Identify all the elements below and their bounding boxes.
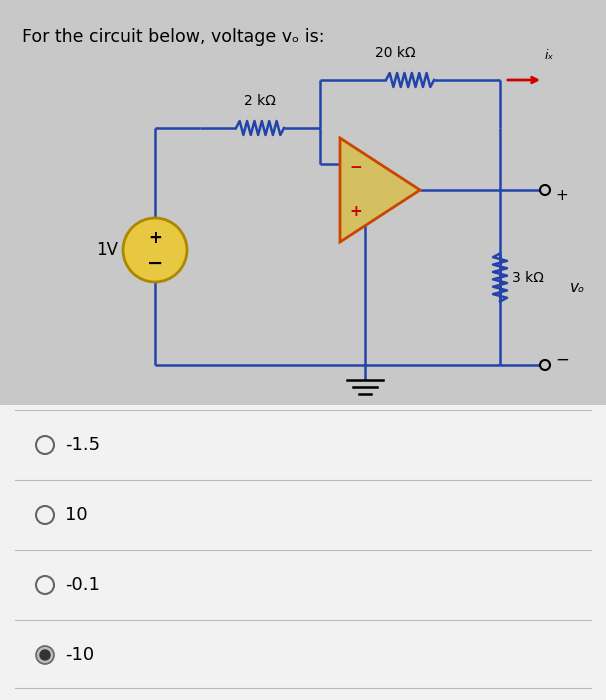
- Circle shape: [540, 185, 550, 195]
- Text: -10: -10: [65, 646, 94, 664]
- Text: 10: 10: [65, 506, 88, 524]
- Text: -0.1: -0.1: [65, 576, 100, 594]
- Text: 3 kΩ: 3 kΩ: [512, 270, 544, 284]
- Text: +: +: [555, 188, 568, 202]
- Text: iₓ: iₓ: [545, 49, 554, 62]
- Circle shape: [36, 646, 54, 664]
- Text: +: +: [148, 229, 162, 247]
- Circle shape: [40, 650, 50, 660]
- Circle shape: [540, 360, 550, 370]
- Circle shape: [123, 218, 187, 282]
- Text: −: −: [555, 351, 569, 369]
- Text: -1.5: -1.5: [65, 436, 100, 454]
- Text: For the circuit below, voltage vₒ is:: For the circuit below, voltage vₒ is:: [22, 28, 324, 46]
- Polygon shape: [340, 138, 420, 242]
- Text: −: −: [350, 160, 362, 176]
- Text: −: −: [147, 253, 163, 272]
- Bar: [0, 405, 606, 700]
- Text: 2 kΩ: 2 kΩ: [244, 94, 276, 108]
- Text: 20 kΩ: 20 kΩ: [375, 46, 415, 60]
- Bar: [0, 0, 606, 405]
- Text: +: +: [350, 204, 362, 220]
- Text: 1V: 1V: [96, 241, 118, 259]
- Text: vₒ: vₒ: [570, 280, 585, 295]
